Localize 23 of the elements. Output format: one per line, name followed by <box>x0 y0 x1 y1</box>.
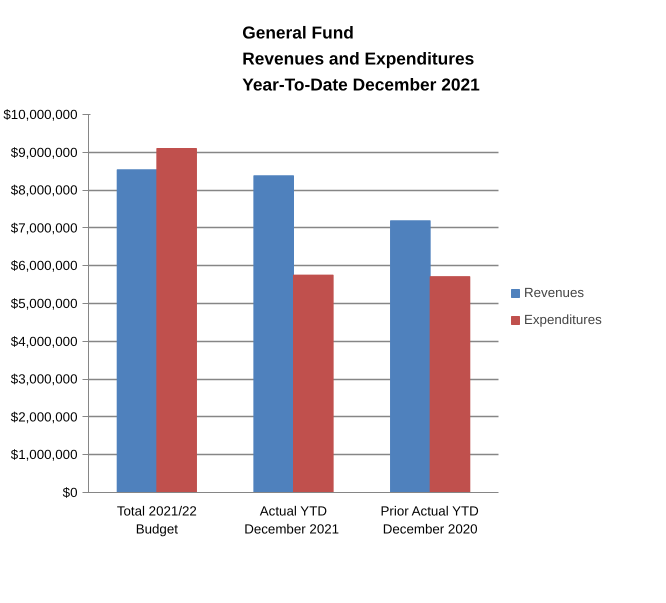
y-tick-label: $0 <box>62 485 78 500</box>
legend-label: Expenditures <box>524 312 602 327</box>
bar <box>430 276 470 492</box>
legend-label: Revenues <box>524 285 584 300</box>
bar <box>156 148 197 492</box>
y-tick-label: $7,000,000 <box>10 220 78 236</box>
bar <box>116 169 158 492</box>
y-tick-label: $9,000,000 <box>10 144 78 160</box>
y-tick-label: $1,000,000 <box>10 447 78 462</box>
y-tick-label: $3,000,000 <box>10 372 78 387</box>
y-tick-label: $8,000,000 <box>10 182 78 198</box>
y-tick-label: $6,000,000 <box>10 258 78 274</box>
y-tick-label: $2,000,000 <box>10 409 78 424</box>
bar <box>253 175 294 492</box>
x-tick-label: Prior Actual YTD December 2020 <box>380 504 479 536</box>
y-tick-label: $10,000,000 <box>3 107 78 122</box>
chart-title: General Fund Revenues and Expenditures Year-To-Date December 2021 <box>242 22 480 94</box>
y-tick-label: $4,000,000 <box>10 334 78 349</box>
x-tick-label: Actual YTD December 2021 <box>244 504 340 536</box>
bar <box>390 220 431 492</box>
bar <box>293 274 334 492</box>
x-tick-label: Total 2021/22 Budget <box>116 504 197 536</box>
y-tick-label: $5,000,000 <box>10 296 78 311</box>
